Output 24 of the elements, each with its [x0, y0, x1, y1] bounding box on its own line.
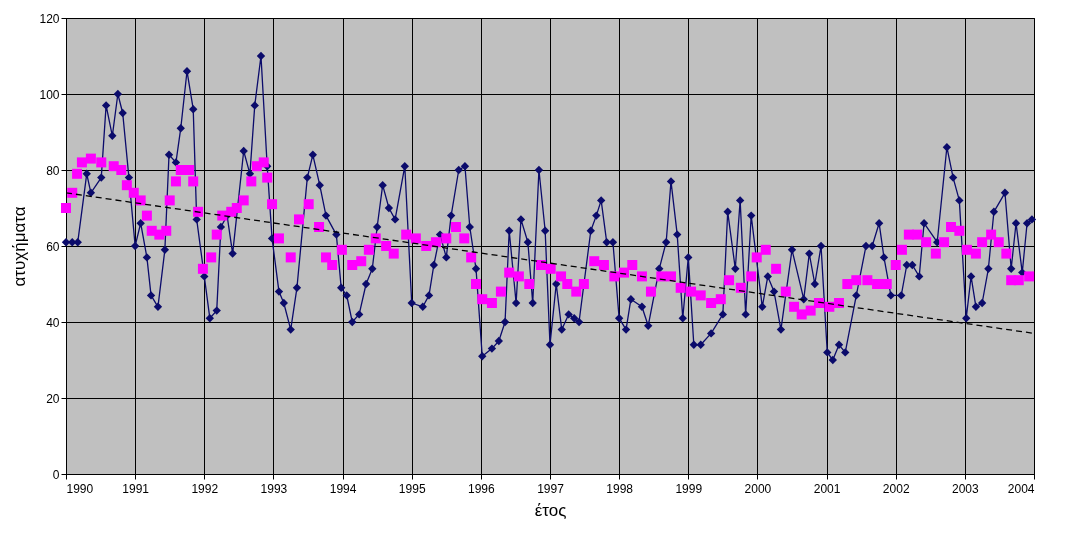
x-tick-label: 1995: [398, 481, 426, 496]
y-tick-label: 0: [52, 467, 60, 482]
x-tick-label: 2000: [744, 481, 772, 496]
y-tick-label: 100: [39, 87, 60, 102]
x-tick-label: 1996: [468, 481, 496, 496]
y-axis-title: ατυχήματα: [10, 206, 30, 287]
x-tick-label: 1998: [606, 481, 634, 496]
x-tick-label: 1990: [66, 481, 94, 496]
x-tick-label: 1999: [675, 481, 703, 496]
y-tick-label: 20: [46, 391, 60, 406]
x-tick-label: 2004: [1007, 481, 1035, 496]
x-tick-label: 1991: [122, 481, 150, 496]
y-tick-label: 120: [39, 11, 60, 26]
x-tick-label: 1994: [329, 481, 357, 496]
y-tick-label: 60: [46, 239, 60, 254]
y-tick-label: 80: [46, 163, 60, 178]
x-tick-label: 2001: [813, 481, 841, 496]
x-tick-label: 2003: [952, 481, 980, 496]
x-tick-label: 1997: [537, 481, 565, 496]
y-tick-label: 40: [46, 315, 60, 330]
x-tick-label: 1993: [260, 481, 288, 496]
x-axis-title: έτος: [534, 500, 567, 520]
x-tick-label: 2002: [882, 481, 910, 496]
x-tick-label: 1992: [191, 481, 219, 496]
